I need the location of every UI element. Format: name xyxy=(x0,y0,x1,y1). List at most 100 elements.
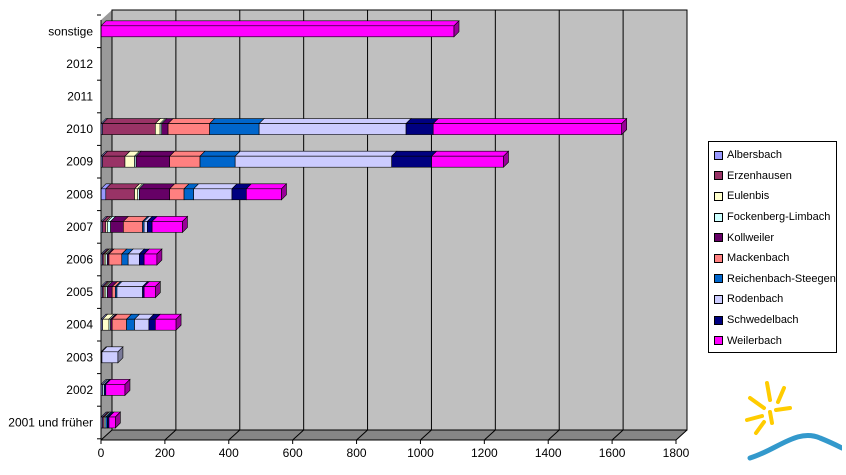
legend-label: Schwedelbach xyxy=(727,314,799,327)
bar-segment xyxy=(168,150,206,168)
gridline-floor xyxy=(420,429,432,441)
bar-front xyxy=(209,123,260,135)
sun-ray xyxy=(765,381,772,402)
bar-front xyxy=(169,188,185,201)
legend-item: Erzenhausen xyxy=(714,166,836,187)
bar-segment xyxy=(133,183,144,201)
gridline-floor xyxy=(228,429,241,441)
legend-swatch xyxy=(714,315,723,325)
bar-front xyxy=(124,155,135,168)
category-label: 2005 xyxy=(66,285,93,299)
bar-end xyxy=(156,248,163,266)
legend-item: Schwedelbach xyxy=(714,310,836,331)
bar-segment xyxy=(100,20,460,38)
category-label: 2007 xyxy=(66,220,93,234)
bar-front xyxy=(139,188,170,201)
bar-front xyxy=(258,123,407,135)
sun-ray xyxy=(754,420,766,435)
bar-segment xyxy=(430,150,510,168)
gridline-floor xyxy=(547,429,560,441)
bar-segment xyxy=(151,216,189,233)
bar-end xyxy=(117,346,124,364)
bar-front xyxy=(121,253,129,266)
bar-segment xyxy=(109,216,130,233)
legend-swatch xyxy=(714,212,723,222)
legend-label: Weilerbach xyxy=(727,334,782,347)
legend-swatch xyxy=(714,294,723,304)
x-tick-label: 1800 xyxy=(663,446,690,460)
legend-swatch xyxy=(714,274,723,284)
sun-ray xyxy=(748,396,766,410)
bar-end xyxy=(182,215,188,234)
legend-item: Kollweiler xyxy=(714,227,836,248)
bar-top xyxy=(208,118,265,124)
sun-ray xyxy=(774,406,792,412)
bar-front xyxy=(134,318,150,331)
legend-swatch xyxy=(714,191,723,201)
bar-top xyxy=(138,183,176,190)
bar-front xyxy=(143,221,148,233)
bar-top xyxy=(192,183,238,190)
bar-front xyxy=(151,221,183,233)
bar-front xyxy=(108,416,116,429)
gridline-floor xyxy=(483,429,496,441)
bar-front xyxy=(147,221,153,233)
x-tick-label: 800 xyxy=(347,446,367,460)
category-label: sonstige xyxy=(48,24,93,38)
floor xyxy=(101,430,687,440)
bar-segment xyxy=(234,150,398,168)
x-tick-label: 1600 xyxy=(599,446,626,460)
bar-front xyxy=(100,25,455,38)
category-label: 2012 xyxy=(66,57,93,71)
bar-front xyxy=(102,221,107,233)
legend-swatch xyxy=(714,171,723,181)
gridline-floor xyxy=(675,429,688,441)
bar-top xyxy=(199,150,241,157)
bar-front xyxy=(135,155,170,168)
bar-front xyxy=(143,286,156,298)
bar-top xyxy=(390,150,438,157)
bar-front xyxy=(107,221,111,233)
bar-top xyxy=(151,216,189,222)
bar-top xyxy=(234,150,398,157)
bar-front xyxy=(110,221,124,233)
gridline-floor xyxy=(356,429,368,441)
bar-segment xyxy=(432,118,628,135)
bar-top xyxy=(100,20,460,27)
bar-front xyxy=(169,155,201,168)
sun-ray xyxy=(776,386,786,404)
bar-end xyxy=(453,20,460,38)
category-label: 2001 und früher xyxy=(8,416,93,430)
gridline-floor xyxy=(100,429,113,441)
axes xyxy=(97,14,677,444)
sun-over-wave-logo-icon xyxy=(745,381,842,461)
sun-ray xyxy=(745,414,764,422)
x-tick-label: 200 xyxy=(155,446,175,460)
category-label: 2002 xyxy=(66,383,93,397)
gridlines xyxy=(100,9,688,441)
bar-segment xyxy=(208,118,265,135)
bar-front xyxy=(231,188,247,201)
bar-top xyxy=(258,118,412,124)
category-label: 2006 xyxy=(66,253,93,267)
legend-item: Mackenbach xyxy=(714,248,836,269)
x-tick-label: 1000 xyxy=(407,446,434,460)
x-tick-label: 400 xyxy=(219,446,239,460)
x-tick-labels: 0 200 400 600 800 1000 1200 1400 1600 1800 xyxy=(98,446,690,460)
wave-icon xyxy=(747,432,842,461)
x-tick-label: 600 xyxy=(283,446,303,460)
bar-front xyxy=(234,155,392,168)
bar-front xyxy=(100,188,107,201)
bar-front xyxy=(246,188,282,201)
bar-end xyxy=(175,313,182,331)
bar-segment xyxy=(167,118,216,135)
bar-front xyxy=(127,253,140,266)
bar-front xyxy=(102,155,126,168)
legend-label: Erzenhausen xyxy=(727,169,792,182)
bar-top xyxy=(168,150,206,157)
legend-item: Weilerbach xyxy=(714,330,836,351)
bar-segment xyxy=(199,150,241,168)
category-label: 2011 xyxy=(67,90,93,104)
bar-front xyxy=(126,318,135,331)
bar-front xyxy=(167,123,210,135)
